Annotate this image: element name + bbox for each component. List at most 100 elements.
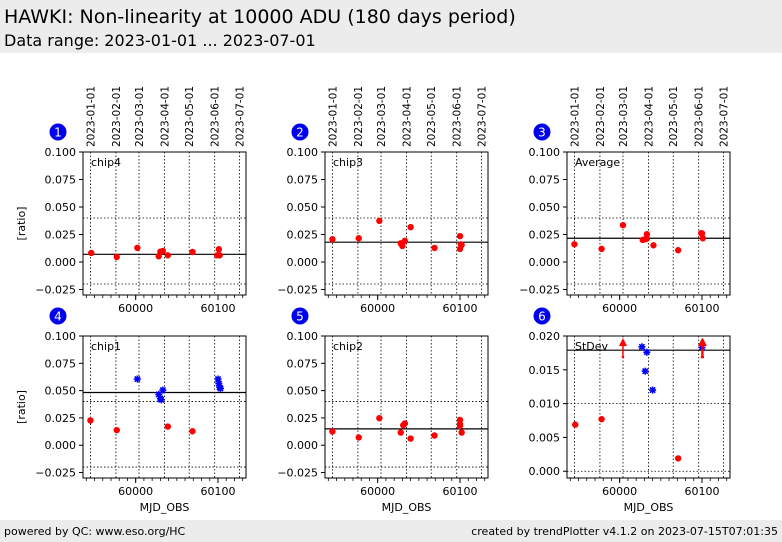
y-tick-label: 0.000 <box>529 256 561 269</box>
panel-label: StDev <box>575 340 609 353</box>
panel-number: 3 <box>538 126 546 140</box>
chart-grid: 0.100 0.075 0.050 0.025 0.000 −0.025 60000 6010… <box>15 86 731 514</box>
data-point <box>401 237 409 245</box>
x-tick-label: 60000 <box>602 485 637 498</box>
data-point <box>329 428 336 435</box>
y-tick-label: 0.005 <box>529 431 561 444</box>
data-point <box>397 429 404 436</box>
y-tick-label: −0.025 <box>277 467 318 480</box>
date-tick-label: 2023-06-01 <box>210 86 222 147</box>
panel-1: 0.100 0.075 0.050 0.025 0.000 −0.025 60000 6010… <box>15 86 247 315</box>
data-point <box>643 230 651 238</box>
date-tick-label: 2023-04-01 <box>644 86 656 147</box>
data-point <box>407 223 414 231</box>
x-axis-label: MJD_OBS <box>382 501 432 514</box>
panel-number-badge <box>533 123 551 141</box>
data-point <box>399 242 406 250</box>
arrow-base <box>701 355 705 359</box>
panel-number: 5 <box>296 310 304 324</box>
panel-label: chip4 <box>91 156 121 169</box>
data-point <box>431 432 438 439</box>
date-tick-label: 2023-05-01 <box>668 86 680 147</box>
panel-number-badge <box>49 307 67 325</box>
x-tick-label: 60000 <box>118 485 153 498</box>
out-of-range-arrow-marker <box>698 338 707 359</box>
outlier-star-marker <box>159 386 167 394</box>
footer-powered-by: powered by QC: www.eso.org/HC <box>4 525 186 538</box>
panel-number-badge <box>291 307 309 325</box>
panel-5: 0.100 0.075 0.050 0.025 0.000 −0.025 60000 6010… <box>277 307 489 514</box>
date-tick-label: 2023-03-01 <box>134 86 146 147</box>
data-point <box>355 434 362 441</box>
y-tick-label: 0.075 <box>287 357 319 370</box>
y-tick-label: 0.000 <box>287 256 319 269</box>
data-point <box>457 241 465 248</box>
star-stroke <box>643 349 651 356</box>
date-tick-label: 2023-05-01 <box>426 86 438 147</box>
y-tick-label: 0.000 <box>45 256 77 269</box>
date-tick-label: 2023-01-01 <box>85 86 97 147</box>
data-point <box>376 217 383 225</box>
x-tick-label: 60000 <box>360 485 395 498</box>
axes-frame <box>566 335 731 479</box>
panel-3: 0.100 0.075 0.050 0.025 0.000 −0.025 60000 6010… <box>519 86 731 315</box>
y-tick-label: 0.015 <box>529 364 561 377</box>
x-tick-label: 60000 <box>118 302 153 315</box>
y-tick-label: 0.050 <box>45 385 77 398</box>
data-point <box>571 241 578 248</box>
date-tick-label: 2023-06-01 <box>452 86 464 147</box>
data-point <box>159 247 167 255</box>
y-axis-label: [ratio] <box>15 390 28 424</box>
data-point <box>216 252 223 259</box>
data-point <box>134 244 141 252</box>
data-point <box>698 230 706 237</box>
header: HAWKI: Non-linearity at 10000 ADU (180 d… <box>0 0 782 53</box>
axes-frame <box>324 335 489 479</box>
data-point <box>598 245 605 253</box>
outlier-star-marker <box>649 386 657 394</box>
x-tick-label: 60000 <box>602 302 637 315</box>
x-tick-label: 60100 <box>201 485 236 498</box>
x-axis-label: MJD_OBS <box>624 501 674 514</box>
data-point <box>643 235 651 242</box>
panel-number: 1 <box>54 126 62 140</box>
y-tick-label: 0.075 <box>45 357 77 370</box>
date-tick-label: 2023-04-01 <box>160 86 172 147</box>
panel-label: chip3 <box>333 156 363 169</box>
panel-number: 2 <box>296 126 304 140</box>
panel-4: 0.100 0.075 0.050 0.025 0.000 −0.025 60000 6010… <box>15 307 247 514</box>
data-point <box>431 244 438 252</box>
date-tick-label: 2023-03-01 <box>618 86 630 147</box>
data-point <box>674 455 682 462</box>
data-point <box>699 235 707 242</box>
y-tick-label: 0.010 <box>529 398 561 411</box>
y-tick-label: 0.100 <box>529 146 561 159</box>
panel-number: 6 <box>538 310 546 324</box>
panel-6: 0.020 0.015 0.010 0.005 0.000 60000 60100 6 MJD_… <box>529 307 731 514</box>
y-tick-label: 0.075 <box>287 174 319 187</box>
axes-frame <box>566 151 731 296</box>
data-point <box>355 235 362 242</box>
y-tick-label: 0.000 <box>529 465 561 478</box>
y-tick-label: 0.075 <box>45 174 77 187</box>
data-point <box>401 420 409 427</box>
y-tick-label: 0.100 <box>45 146 77 159</box>
data-layer <box>87 375 224 435</box>
footer-created-by: created by trendPlotter v4.1.2 on 2023-0… <box>471 525 778 538</box>
star-stroke <box>134 375 141 383</box>
data-layer <box>572 343 706 462</box>
data-point <box>88 249 95 257</box>
data-range-subtitle: Data range: 2023-01-01 ... 2023-07-01 <box>4 31 316 50</box>
arrow-base <box>621 355 625 359</box>
data-layer <box>571 221 707 254</box>
data-point <box>674 247 682 254</box>
y-tick-label: 0.050 <box>287 385 319 398</box>
date-tick-label: 2023-06-01 <box>694 86 706 147</box>
star-stroke <box>649 386 656 394</box>
date-tick-label: 2023-07-01 <box>718 86 730 147</box>
outlier-star-marker <box>638 343 646 351</box>
data-layer <box>88 244 223 261</box>
panel-label: chip2 <box>333 340 363 353</box>
y-tick-label: 0.025 <box>287 229 319 242</box>
data-point <box>650 242 657 249</box>
